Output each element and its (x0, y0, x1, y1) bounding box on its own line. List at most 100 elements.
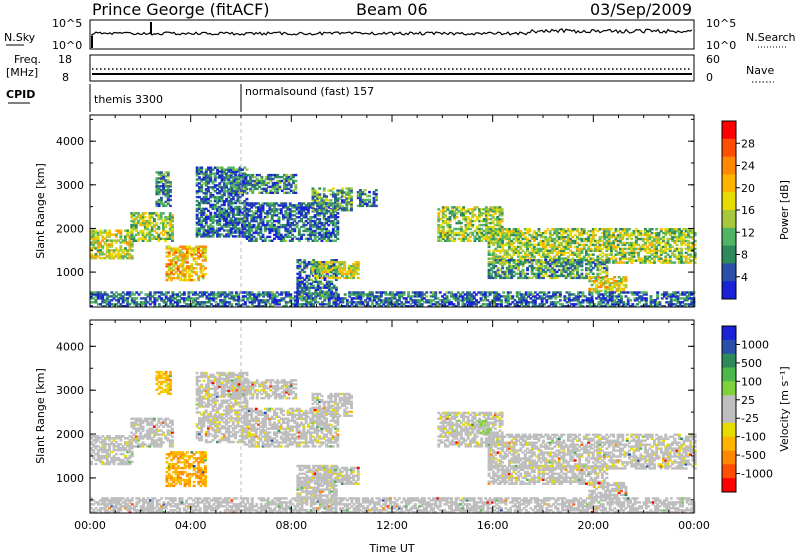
heatmap-cell (473, 237, 477, 240)
heatmap-cell (270, 221, 274, 225)
heatmap-cell (327, 229, 331, 233)
heatmap-cell (294, 179, 298, 183)
heatmap-cell (291, 233, 294, 237)
heatmap-cell (259, 212, 263, 215)
heatmap-cell (231, 227, 235, 230)
heatmap-cell (207, 174, 210, 177)
heatmap-cell (128, 243, 132, 246)
heatmap-cell (484, 235, 488, 239)
heatmap-cell (261, 218, 265, 221)
heatmap-cell (455, 227, 459, 231)
heatmap-cell (453, 231, 457, 235)
heatmap-cell (319, 272, 322, 276)
heatmap-cell (450, 231, 454, 235)
heatmap-cell (528, 243, 532, 247)
heatmap-cell (262, 187, 266, 191)
heatmap-cell (532, 249, 536, 252)
heatmap-cell (343, 209, 347, 212)
heatmap-cell (200, 213, 204, 216)
heatmap-cell (523, 243, 527, 247)
heatmap-cell (209, 227, 213, 230)
heatmap-cell (444, 219, 447, 223)
heatmap-cell (259, 235, 263, 239)
heatmap-cell (288, 221, 292, 225)
heatmap-cell (227, 211, 231, 215)
heatmap-cell (243, 172, 247, 175)
heatmap-cell (286, 216, 290, 219)
heatmap-cell (512, 247, 516, 251)
heatmap-cell (304, 237, 308, 240)
heatmap-cell (162, 229, 165, 233)
heatmap-cell (157, 171, 161, 174)
heatmap-cell (269, 191, 273, 194)
heatmap-cell (176, 273, 180, 276)
heatmap-cell (114, 233, 118, 236)
heatmap-cell (313, 261, 317, 264)
heatmap-cell (197, 274, 201, 278)
heatmap-cell (439, 218, 443, 221)
heatmap-cell (207, 190, 210, 193)
heatmap-cell (530, 255, 534, 258)
heatmap-cell (225, 184, 228, 187)
heatmap-cell (286, 219, 290, 223)
heatmap-cell (591, 235, 595, 239)
heatmap-cell (130, 231, 134, 235)
heatmap-cell (207, 231, 210, 234)
heatmap-cell (195, 229, 199, 232)
heatmap-cell (489, 210, 493, 213)
heatmap-cell (345, 199, 349, 202)
heatmap-cell (484, 225, 488, 229)
heatmap-cell (594, 245, 597, 249)
heatmap-cell (499, 245, 502, 249)
heatmap-cell (340, 199, 344, 202)
heatmap-cell (345, 276, 349, 280)
heatmap-cell (313, 219, 317, 223)
heatmap-cell (294, 183, 298, 187)
heatmap-cell (320, 227, 324, 231)
heatmap-cell (195, 215, 199, 218)
heatmap-cell (462, 212, 466, 215)
heatmap-cell (300, 218, 303, 221)
heatmap-cell (137, 221, 140, 225)
heatmap-cell (166, 231, 170, 235)
heatmap-cell (170, 259, 173, 262)
heatmap-cell (198, 170, 201, 173)
heatmap-cell (330, 264, 334, 268)
heatmap-cell (517, 253, 520, 256)
heatmap-cell (152, 229, 156, 233)
heatmap-cell (480, 214, 484, 217)
heatmap-cell (171, 229, 174, 233)
heatmap-cell (453, 212, 457, 215)
heatmap-cell (204, 245, 207, 248)
heatmap-cell (466, 239, 470, 242)
heatmap-cell (571, 228, 575, 231)
heatmap-cell (248, 223, 251, 227)
heatmap-cell (372, 200, 376, 204)
heatmap-cell (303, 282, 307, 285)
heatmap-cell (162, 221, 165, 225)
heatmap-cell (505, 228, 509, 231)
heatmap-cell (521, 243, 525, 247)
heatmap-cell (190, 267, 194, 270)
heatmap-cell (96, 231, 100, 234)
heatmap-cell (282, 239, 285, 242)
heatmap-cell (512, 249, 516, 252)
heatmap-cell (441, 212, 445, 215)
heatmap-cell (330, 280, 334, 283)
heatmap-cell (478, 235, 481, 239)
heatmap-cell (279, 237, 283, 240)
heatmap-cell (160, 202, 163, 206)
heatmap-cell (141, 233, 145, 237)
heatmap-cell (450, 210, 454, 213)
heatmap-cell (532, 247, 536, 251)
heatmap-cell (499, 257, 502, 260)
heatmap-cell (289, 183, 293, 187)
heatmap-cell (284, 229, 288, 233)
heatmap-cell (252, 235, 256, 239)
heatmap-cell (306, 210, 310, 213)
heatmap-cell (437, 225, 441, 229)
heatmap-cell (323, 286, 327, 289)
heatmap-cell (557, 245, 561, 249)
heatmap-cell (501, 239, 505, 243)
heatmap-cell (305, 288, 309, 291)
